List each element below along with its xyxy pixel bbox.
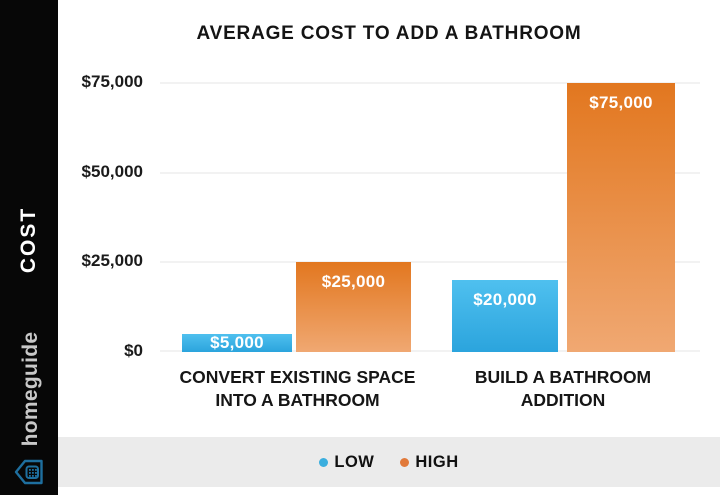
legend-label: HIGH <box>415 452 459 471</box>
y-axis-title: COST <box>17 206 40 274</box>
gridline-0 <box>160 350 700 352</box>
brand-name: homeguide <box>19 331 42 447</box>
gridline-50000 <box>160 172 700 174</box>
bar-value-label: $20,000 <box>473 290 537 309</box>
legend-label: LOW <box>334 452 375 471</box>
bar-addition-low: $20,000 <box>452 280 558 352</box>
bar-value-label: $25,000 <box>321 272 386 291</box>
gridline-25000 <box>160 261 700 263</box>
sidebar: COST homeguide <box>0 0 58 495</box>
bar-convert-high: $25,000 <box>296 262 411 352</box>
x-category-line: ADDITION <box>520 390 606 410</box>
homeguide-house-icon <box>14 459 43 485</box>
x-category-line: INTO A BATHROOM <box>215 390 380 410</box>
low-dot-icon <box>319 457 329 467</box>
legend-item-low: LOW <box>319 453 374 472</box>
chart-title: AVERAGE COST TO ADD A BATHROOM <box>196 23 582 44</box>
gridline-75000 <box>160 82 700 84</box>
x-category-addition: BUILD A BATHROOM ADDITION <box>430 366 696 412</box>
high-dot-icon <box>400 457 410 467</box>
bar-value-label: $5,000 <box>210 333 264 352</box>
plot-area: $5,000 $25,000 $20,000 $75,000 <box>160 82 700 352</box>
bar-convert-low: $5,000 <box>182 334 292 352</box>
y-tick-0: $0 <box>124 341 143 360</box>
y-tick-50000: $50,000 <box>81 162 143 181</box>
x-category-line: CONVERT EXISTING SPACE <box>179 367 416 387</box>
x-category-convert: CONVERT EXISTING SPACE INTO A BATHROOM <box>160 366 435 412</box>
bar-value-label: $75,000 <box>589 93 653 112</box>
legend: LOW HIGH <box>58 437 720 487</box>
legend-item-high: HIGH <box>400 453 458 472</box>
y-tick-75000: $75,000 <box>81 72 143 91</box>
y-tick-25000: $25,000 <box>81 251 143 270</box>
x-category-line: BUILD A BATHROOM <box>474 367 652 387</box>
bar-addition-high: $75,000 <box>567 83 675 352</box>
